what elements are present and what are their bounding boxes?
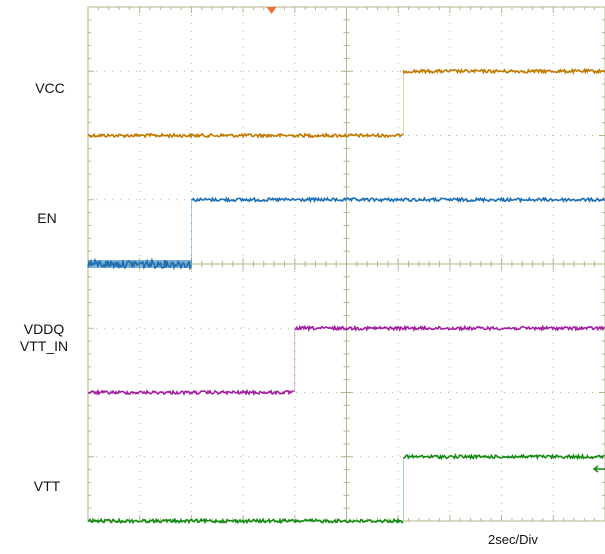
trace-segment — [87, 517, 404, 525]
en-label: EN — [37, 210, 57, 226]
channel-label-vcc: VCC — [10, 80, 90, 97]
reference-arrow-head-icon — [592, 465, 599, 473]
markers — [266, 7, 605, 473]
vtt-in-label: VTT_IN — [19, 338, 69, 354]
trace-segment — [191, 196, 605, 204]
channel-label-en: EN — [7, 210, 87, 227]
channel-label-vddq-vtt-in: VDDQ VTT_IN — [4, 321, 84, 355]
trace-segment — [403, 452, 605, 461]
trace-segment — [294, 324, 605, 333]
trace-vcc — [87, 67, 605, 140]
timebase-label: 2sec/Div — [488, 532, 538, 547]
trace-noise-band — [88, 260, 192, 268]
trace-segment — [402, 67, 605, 75]
trace-vtt — [87, 452, 605, 525]
channel-label-vtt: VTT — [7, 478, 87, 495]
trigger-marker-icon — [266, 7, 277, 14]
trace-vddq-vtt-in — [87, 324, 605, 397]
vtt-label: VTT — [33, 478, 61, 494]
traces — [87, 67, 605, 525]
trace-en — [87, 196, 605, 271]
trace-segment — [87, 388, 294, 397]
vddq-label: VDDQ — [23, 321, 65, 337]
vcc-label: VCC — [35, 80, 65, 96]
trace-segment — [87, 132, 404, 140]
